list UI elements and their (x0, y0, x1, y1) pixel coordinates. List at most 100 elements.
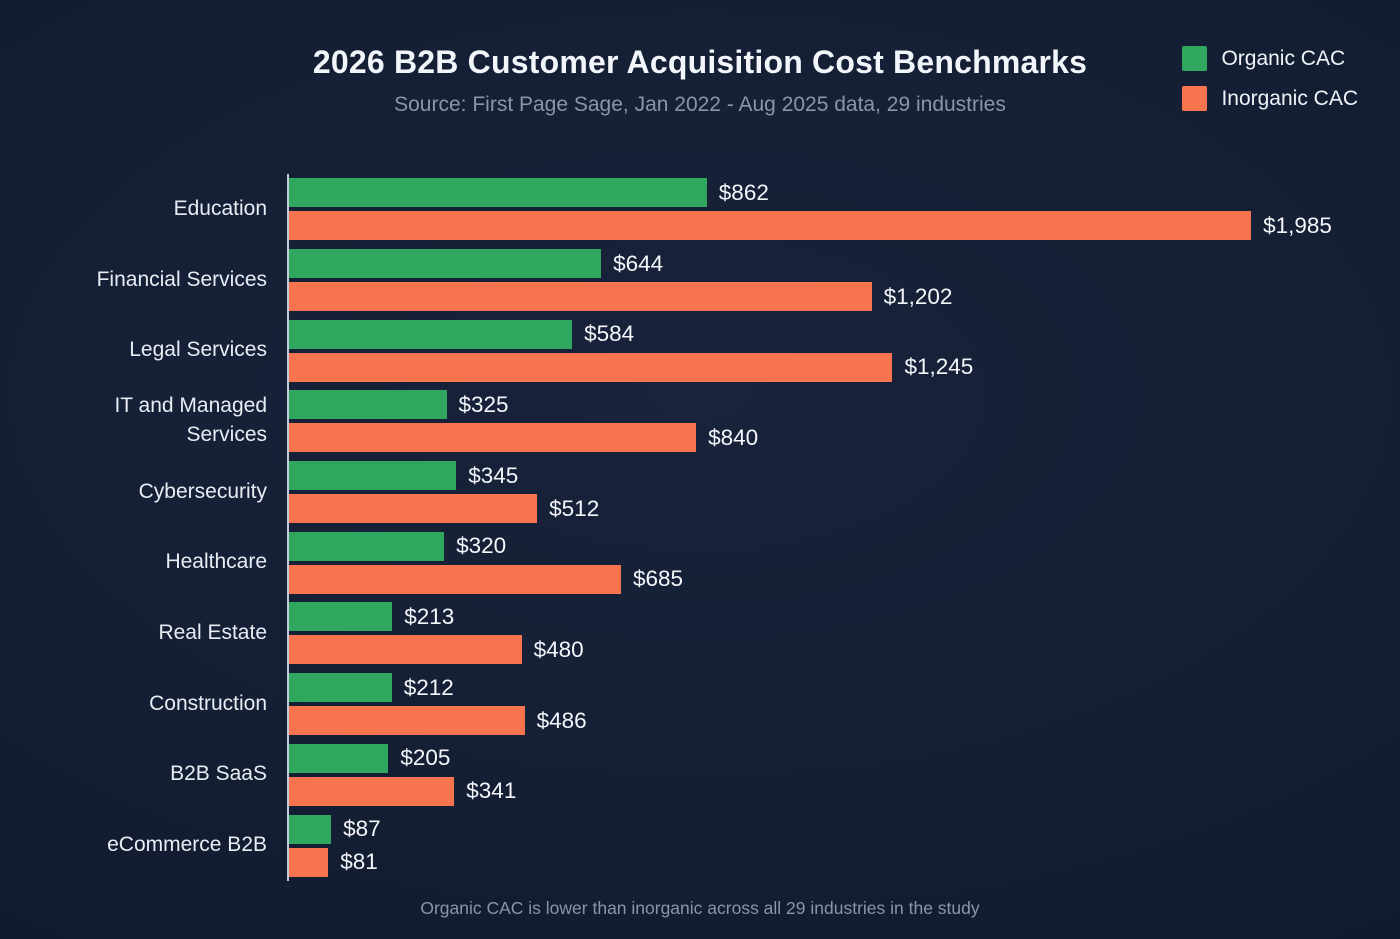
bar-value-label: $486 (536, 707, 587, 733)
legend-label-inorganic: Inorganic CAC (1221, 86, 1358, 110)
inorganic-bar (289, 776, 455, 806)
bar-line: $81 (289, 847, 1400, 877)
category-label: IT and Managed Services (114, 394, 267, 447)
category-label: Financial Services (96, 267, 267, 291)
chart-header: 2026 B2B Customer Acquisition Cost Bench… (0, 0, 1400, 117)
bar-value-label: $685 (633, 566, 684, 592)
bar-value-label: $480 (533, 636, 584, 662)
bar-pair: $320 $685 (287, 527, 1400, 599)
category-label: Real Estate (158, 620, 267, 644)
bar-line: $862 (289, 178, 1400, 208)
chart-title: 2026 B2B Customer Acquisition Cost Bench… (312, 44, 1088, 80)
bar-value-label: $87 (343, 816, 381, 842)
bar-chart: Education $862 $1,985 Financial Services $64… (40, 174, 1400, 881)
bar-line: $325 (289, 390, 1400, 420)
bar-pair: $325 $840 (287, 386, 1400, 457)
organic-bar (289, 249, 602, 279)
bar-value-label: $1,985 (1263, 212, 1332, 238)
bar-value-label: $325 (458, 391, 509, 417)
bar-pair: $213 $480 (287, 598, 1400, 669)
inorganic-bar (289, 494, 538, 524)
organic-bar (289, 178, 707, 208)
bar-line: $512 (289, 494, 1400, 524)
chart-row: B2B SaaS $205 $341 (40, 739, 1400, 811)
organic-bar (289, 461, 457, 491)
category-label: Education (173, 196, 267, 220)
organic-bar (289, 673, 392, 703)
bar-line: $320 (289, 531, 1400, 561)
bar-value-label: $862 (718, 179, 769, 205)
chart-row: IT and Managed Services $325 $840 (40, 386, 1400, 457)
inorganic-bar (289, 847, 329, 877)
bar-line: $87 (289, 814, 1400, 844)
category-label: Cybersecurity (138, 479, 267, 503)
legend-swatch-organic-icon (1182, 46, 1208, 71)
category-label: Legal Services (129, 338, 267, 362)
bar-pair: $345 $512 (287, 456, 1400, 528)
bar-value-label: $840 (708, 424, 759, 450)
organic-bar (289, 390, 447, 420)
inorganic-bar (289, 282, 872, 312)
bar-line: $345 (289, 461, 1400, 491)
inorganic-bar (289, 423, 697, 453)
organic-bar (289, 814, 332, 844)
inorganic-bar (289, 564, 622, 594)
chart-row: Real Estate $213 $480 (40, 598, 1400, 669)
chart-row: Cybersecurity $345 $512 (40, 456, 1400, 528)
bar-value-label: $1,202 (883, 283, 953, 309)
bar-line: $1,985 (289, 211, 1400, 241)
legend: Organic CAC Inorganic CAC (1182, 46, 1358, 111)
chart-annotation: Organic CAC is lower than inorganic acro… (420, 898, 980, 918)
bar-line: $584 (289, 319, 1400, 349)
category-label: B2B SaaS (170, 762, 267, 786)
legend-item-organic: Organic CAC (1182, 46, 1358, 71)
bar-line: $486 (289, 706, 1400, 736)
bar-line: $1,245 (289, 352, 1400, 382)
organic-bar (289, 743, 389, 773)
bar-line: $341 (289, 776, 1400, 806)
bar-pair: $87 $81 (287, 810, 1400, 881)
bar-pair: $212 $486 (287, 668, 1400, 740)
chart-row: Financial Services $644 $1,202 (40, 244, 1400, 316)
bar-line: $212 (289, 673, 1400, 703)
chart-row: Education $862 $1,985 (40, 174, 1400, 245)
bar-line: $685 (289, 564, 1400, 594)
bar-pair: $205 $341 (287, 739, 1400, 811)
category-label: Construction (149, 691, 267, 715)
bar-value-label: $212 (403, 674, 454, 700)
bar-value-label: $584 (584, 321, 635, 347)
bar-value-label: $213 (404, 603, 455, 629)
category-label: eCommerce B2B (107, 833, 267, 857)
bar-value-label: $320 (456, 533, 507, 559)
bar-value-label: $341 (466, 778, 517, 804)
bar-line: $205 (289, 743, 1400, 773)
bar-line: $840 (289, 423, 1400, 453)
bar-value-label: $81 (340, 849, 378, 875)
organic-bar (289, 319, 573, 349)
bar-line: $213 (289, 602, 1400, 632)
inorganic-bar (289, 211, 1252, 241)
inorganic-bar (289, 352, 893, 382)
organic-bar (289, 531, 445, 561)
chart-row: Healthcare $320 $685 (40, 527, 1400, 599)
bar-pair: $584 $1,245 (287, 315, 1400, 387)
bar-value-label: $1,245 (904, 354, 974, 380)
legend-item-inorganic: Inorganic CAC (1182, 86, 1358, 111)
chart-row: Legal Services $584 $1,245 (40, 315, 1400, 387)
bar-pair: $862 $1,985 (287, 174, 1400, 245)
chart-row: Construction $212 $486 (40, 668, 1400, 740)
organic-bar (289, 602, 393, 632)
bar-line: $644 (289, 249, 1400, 279)
category-label: Healthcare (165, 550, 267, 574)
inorganic-bar (289, 706, 525, 736)
legend-swatch-inorganic-icon (1182, 86, 1208, 111)
bar-line: $480 (289, 635, 1400, 665)
bar-value-label: $205 (400, 745, 451, 771)
bar-value-label: $512 (549, 495, 600, 521)
inorganic-bar (289, 635, 522, 665)
legend-label-organic: Organic CAC (1221, 46, 1346, 70)
chart-subtitle: Source: First Page Sage, Jan 2022 - Aug … (394, 93, 1006, 116)
bar-line: $1,202 (289, 282, 1400, 312)
bar-pair: $644 $1,202 (287, 244, 1400, 316)
